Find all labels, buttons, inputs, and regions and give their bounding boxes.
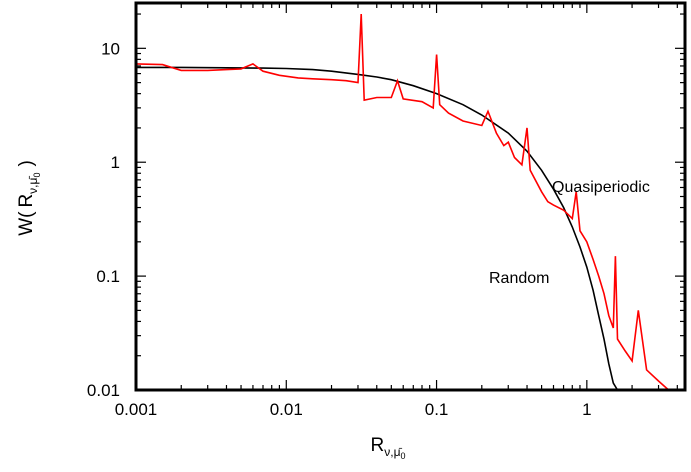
y-tick-label: 10 [101, 39, 120, 58]
x-axis-title: Rν,μ̄0 [370, 435, 405, 461]
x-tick-label: 1 [582, 400, 591, 419]
x-tick-label: 0.1 [425, 400, 449, 419]
series-quasiperiodic-line [135, 13, 670, 391]
y-ticks: 0.01 0.1 1 10 [87, 13, 685, 400]
x-ticks: 0.001 0.01 0.1 1 [115, 3, 678, 419]
plot-lines [135, 13, 670, 391]
y-tick-label: 0.01 [87, 381, 120, 400]
y-tick-label: 1 [111, 153, 120, 172]
series-random-line [136, 66, 619, 391]
annotation-quasiperiodic: Quasiperiodic [552, 179, 650, 196]
y-axis-title: W(Rν,μ̄0) [16, 160, 42, 236]
x-tick-label: 0.01 [270, 400, 303, 419]
annotation-random: Random [489, 270, 549, 287]
x-tick-label: 0.001 [115, 400, 158, 419]
y-tick-label: 0.1 [96, 267, 120, 286]
